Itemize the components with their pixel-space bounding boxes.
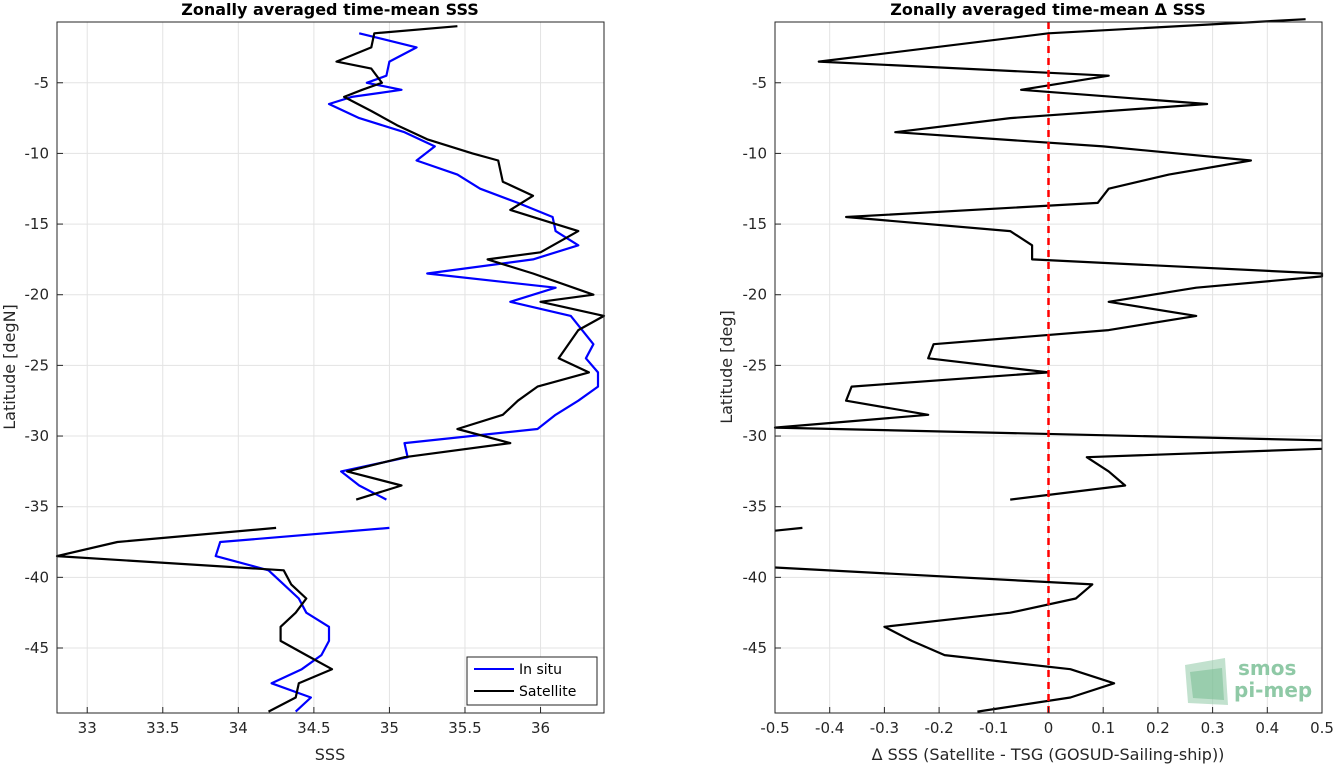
delta-sss-y-ticks: -5 -10 -15 -20 -25 -30 -35 -40 -45 (743, 74, 781, 657)
delta-sss-chart-title: Zonally averaged time-mean Δ SSS (890, 0, 1206, 19)
delta-sss-panel: Zonally averaged time-mean Δ SSS -0.5 -0.… (717, 0, 1333, 764)
delta-sss-y-tick-label: -5 (752, 74, 767, 92)
delta-sss-y-tick-label: -15 (743, 215, 768, 233)
delta-sss-x-tick-label: -0.5 (760, 719, 789, 737)
sss-x-tick-label: 34.5 (297, 719, 330, 737)
sss-plot-area (57, 22, 604, 713)
sss-satellite-line (55, 526, 334, 713)
smos-pi-mep-logo: smos pi-mep (1185, 656, 1312, 705)
sss-y-tick-label: -25 (25, 356, 50, 374)
sss-y-tick-label: -40 (25, 568, 50, 586)
legend-box (466, 656, 598, 706)
logo-pi-mep-text: pi-mep (1234, 678, 1312, 702)
sss-plot-frame (56, 21, 605, 714)
sss-x-tick-label: 34 (229, 719, 248, 737)
sss-y-tick-label: -15 (25, 215, 50, 233)
sss-x-tick-label: 33.5 (146, 719, 179, 737)
sss-in-situ-line (327, 32, 600, 501)
sss-grid (57, 22, 604, 713)
sss-x-axis-label: SSS (315, 745, 345, 764)
sss-x-tick-label: 33 (78, 719, 97, 737)
delta-sss-x-ticks: -0.5 -0.4 -0.3 -0.2 -0.1 0 0.1 0.2 0.3 0.4 0.5 (760, 707, 1333, 737)
delta-sss-x-tick-label: 0.1 (1091, 719, 1115, 737)
sss-y-tick-label: -20 (25, 286, 50, 304)
delta-sss-x-tick-label: 0.2 (1146, 719, 1170, 737)
delta-sss-x-tick-label: -0.3 (870, 719, 899, 737)
sss-y-axis-label: Latitude [degN] (0, 304, 19, 430)
sss-legend: In situ Satellite (466, 656, 598, 706)
delta-sss-x-tick-label: -0.4 (815, 719, 844, 737)
sss-in-situ-line (214, 526, 390, 713)
sss-panel: Zonally averaged time-mean SSS 33 33.5 34 3… (0, 0, 606, 764)
delta-sss-y-tick-label: -25 (743, 356, 768, 374)
delta-sss-y-tick-label: -30 (743, 427, 768, 445)
sss-x-tick-label: 36 (531, 719, 550, 737)
delta-sss-series-0-line (1010, 447, 1323, 501)
delta-sss-y-axis-label: Latitude [deg] (717, 310, 736, 424)
sss-y-tick-label: -45 (25, 639, 50, 657)
sss-series (55, 25, 606, 713)
sss-chart-title: Zonally averaged time-mean SSS (181, 0, 479, 19)
delta-sss-y-tick-label: -40 (743, 568, 768, 586)
sss-x-ticks: 33 33.5 34 34.5 35 35.5 36 (78, 707, 550, 737)
legend-in-situ-label: In situ (519, 662, 562, 678)
sss-y-ticks: -5 -10 -15 -20 -25 -30 -35 -40 -45 (25, 74, 63, 657)
delta-sss-y-tick-label: -10 (743, 144, 768, 162)
legend-satellite-label: Satellite (519, 684, 576, 700)
sss-satellite-line (335, 25, 606, 501)
delta-sss-x-tick-label: -0.1 (979, 719, 1008, 737)
sss-y-tick-label: -5 (34, 74, 49, 92)
delta-sss-y-tick-label: -45 (743, 639, 768, 657)
sss-x-tick-label: 35.5 (448, 719, 481, 737)
delta-sss-x-tick-label: -0.2 (924, 719, 953, 737)
delta-sss-y-tick-label: -35 (743, 498, 768, 516)
delta-sss-series-0-line (774, 526, 803, 532)
logo-smos-text: smos (1238, 656, 1296, 680)
delta-sss-x-tick-label: 0.3 (1201, 719, 1225, 737)
sss-y-tick-label: -30 (25, 427, 50, 445)
delta-sss-x-tick-label: 0.4 (1255, 719, 1279, 737)
delta-sss-x-axis-label: Δ SSS (Satellite - TSG (GOSUD-Sailing-sh… (872, 745, 1225, 764)
delta-sss-y-tick-label: -20 (743, 286, 768, 304)
logo-wave-shape-2 (1190, 668, 1224, 700)
delta-sss-series-0-line (774, 566, 1116, 713)
sss-y-tick-label: -10 (25, 144, 50, 162)
delta-sss-x-tick-label: 0.5 (1310, 719, 1333, 737)
delta-sss-x-tick-label: 0 (1044, 719, 1054, 737)
sss-x-tick-label: 35 (380, 719, 399, 737)
sss-y-tick-label: -35 (25, 498, 50, 516)
